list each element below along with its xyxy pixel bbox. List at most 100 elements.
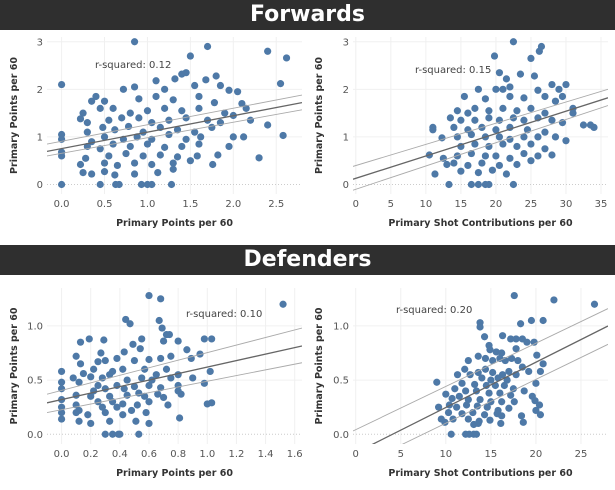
- x-axis-title: Primary Points per 60: [116, 468, 233, 479]
- data-point: [527, 316, 536, 325]
- data-point: [158, 324, 166, 332]
- r-squared-label: r-squared: 0.12: [95, 60, 171, 71]
- y-tick-label: 0.5: [333, 376, 349, 387]
- confidence-band-lower: [47, 362, 302, 414]
- data-point: [178, 107, 186, 115]
- data-point: [108, 430, 117, 438]
- data-point: [533, 351, 541, 359]
- data-point: [505, 367, 513, 376]
- confidence-band-upper: [353, 308, 608, 432]
- data-point: [130, 170, 139, 178]
- data-point: [502, 75, 511, 83]
- data-point: [119, 85, 128, 93]
- data-point: [433, 378, 441, 386]
- data-point: [496, 354, 504, 363]
- data-point: [471, 380, 479, 389]
- data-point: [94, 381, 102, 390]
- data-point: [145, 419, 153, 428]
- y-tick-label: 1: [343, 132, 349, 143]
- data-point: [506, 83, 514, 91]
- data-point: [208, 123, 216, 131]
- data-point: [167, 180, 176, 189]
- data-point: [460, 92, 468, 101]
- data-point: [88, 97, 96, 105]
- data-point: [139, 152, 147, 160]
- data-point: [79, 369, 88, 378]
- data-point: [523, 338, 531, 346]
- data-point: [439, 154, 447, 162]
- data-point: [541, 145, 549, 153]
- data-point: [152, 371, 160, 379]
- data-point: [512, 335, 520, 343]
- data-point: [458, 410, 466, 418]
- trend-group: [47, 327, 302, 414]
- data-point: [462, 401, 471, 409]
- data-point: [467, 130, 475, 139]
- r-squared-label: r-squared: 0.10: [186, 309, 262, 320]
- x-tick-label: 0.0: [54, 199, 70, 210]
- data-point: [464, 109, 472, 117]
- data-point: [562, 80, 570, 89]
- x-tick-label: 5: [398, 449, 404, 460]
- data-point: [534, 86, 542, 94]
- data-point: [94, 358, 102, 366]
- data-point: [212, 72, 220, 80]
- data-point: [429, 123, 437, 131]
- data-point: [135, 95, 143, 103]
- data-point: [485, 180, 493, 189]
- data-point: [442, 390, 450, 398]
- data-point: [492, 152, 500, 160]
- x-tick-label: 0.0: [54, 449, 70, 460]
- data-point: [113, 354, 121, 363]
- x-tick-label: 25: [575, 449, 588, 460]
- data-point: [453, 403, 461, 411]
- data-point: [82, 154, 90, 162]
- data-point: [497, 419, 505, 428]
- data-point: [57, 80, 66, 89]
- y-tick-label: 2: [343, 85, 349, 96]
- data-point: [76, 115, 85, 123]
- data-point: [145, 381, 153, 390]
- data-point: [193, 152, 201, 160]
- data-point: [531, 397, 539, 405]
- data-point: [88, 170, 96, 178]
- data-point: [500, 381, 508, 390]
- data-point: [495, 133, 504, 141]
- data-point: [197, 133, 205, 141]
- data-point: [111, 171, 119, 179]
- data-point: [138, 335, 146, 343]
- data-point: [512, 345, 520, 353]
- data-point: [148, 119, 156, 127]
- data-point: [474, 419, 482, 428]
- data-point: [555, 85, 563, 93]
- data-point: [76, 360, 85, 368]
- x-tick-label: 35: [595, 199, 608, 210]
- data-point: [498, 332, 507, 340]
- data-point: [182, 114, 190, 122]
- data-point: [474, 85, 482, 93]
- y-tick-label: 0: [37, 180, 43, 191]
- data-point: [590, 123, 598, 131]
- data-point: [79, 168, 87, 177]
- scatter-chart-3: 0.0 0.2 0.4 0.6 0.8 1.0 1.2 1.4 1.6 0.0 0.5 1.0 Prim…: [9, 288, 303, 479]
- data-point: [541, 92, 549, 101]
- data-point: [96, 180, 104, 189]
- x-tick-label: 1.0: [140, 199, 156, 210]
- x-tick-label: 0: [353, 199, 359, 210]
- data-point: [57, 408, 66, 417]
- data-point: [590, 300, 599, 308]
- y-tick-label: 0: [343, 180, 349, 191]
- x-axis-title: Primary Shot Contributions per 60: [388, 468, 573, 479]
- data-point: [518, 363, 526, 371]
- confidence-band-upper: [47, 94, 302, 145]
- data-point: [507, 335, 515, 343]
- data-point: [464, 415, 472, 423]
- data-point: [520, 133, 528, 141]
- data-point: [489, 368, 497, 377]
- data-point: [527, 104, 535, 112]
- data-point: [539, 360, 547, 368]
- data-point: [132, 417, 140, 425]
- data-point: [225, 86, 233, 94]
- y-axis-title: Primary Points per 60: [314, 57, 325, 174]
- data-point: [579, 121, 588, 129]
